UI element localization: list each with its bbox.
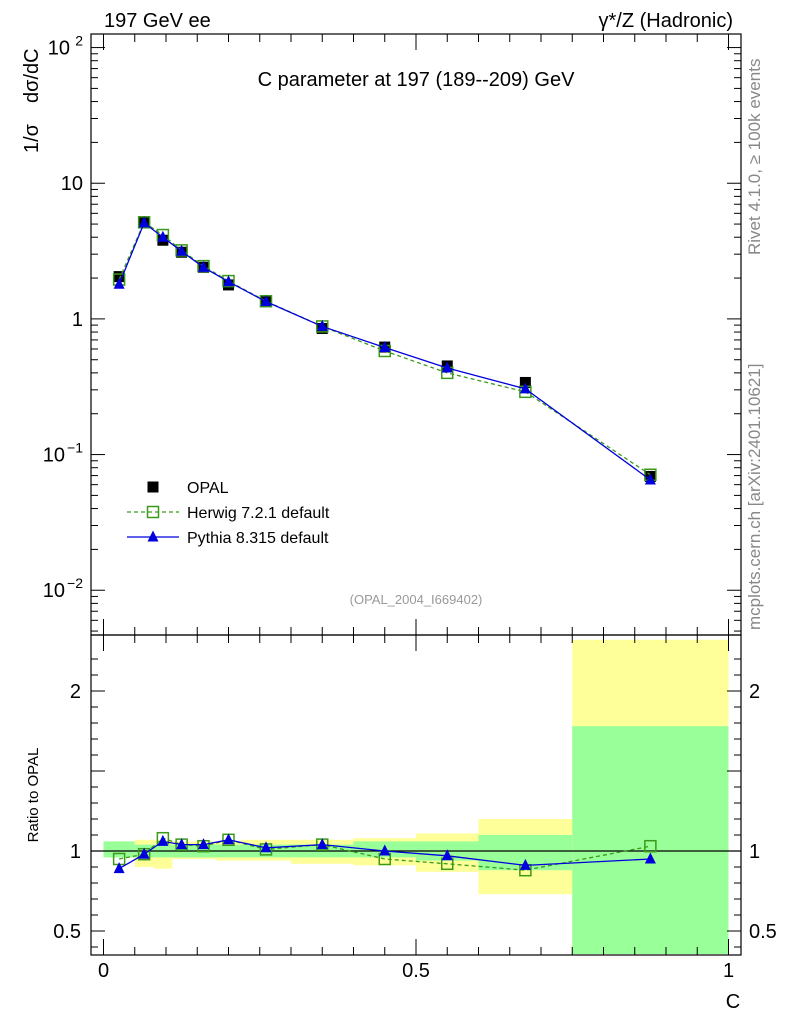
legend-marker bbox=[146, 505, 160, 519]
y-tick-label: 10 bbox=[43, 580, 65, 602]
ratio-point bbox=[176, 838, 188, 850]
band-stat bbox=[103, 841, 135, 858]
ratio-tick-label: 2 bbox=[70, 681, 81, 703]
data-point bbox=[260, 295, 272, 307]
x-tick-label: 1 bbox=[723, 960, 734, 982]
ratio-point bbox=[316, 838, 328, 850]
data-point bbox=[223, 275, 234, 287]
ratio-point bbox=[644, 852, 656, 864]
ratio-point bbox=[519, 858, 531, 870]
data-point bbox=[113, 277, 125, 289]
legend-marker bbox=[147, 481, 159, 493]
y-tick-label-exponent: 2 bbox=[75, 33, 83, 49]
series-line-1 bbox=[118, 221, 651, 476]
y-tick-label: 10 bbox=[61, 173, 83, 195]
legend: OPAL Herwig 7.2.1 default Pythia 8.315 def… bbox=[127, 480, 330, 547]
data-point bbox=[113, 271, 125, 283]
ratio-point bbox=[223, 833, 234, 845]
ratio-point bbox=[441, 849, 453, 861]
ratio-point bbox=[260, 841, 272, 853]
ratio-line-1 bbox=[119, 837, 651, 871]
ratio-series bbox=[112, 831, 657, 877]
legend-label: Herwig 7.2.1 default bbox=[187, 505, 330, 522]
ratio-point bbox=[644, 839, 657, 853]
y-tick-label-exponent: −1 bbox=[67, 440, 83, 456]
data-point bbox=[519, 382, 531, 394]
data-point bbox=[138, 216, 150, 228]
x-tick-label: 0.5 bbox=[402, 960, 430, 982]
data-point bbox=[198, 260, 209, 272]
ratio-tick-label-right: 2 bbox=[749, 681, 760, 703]
x-axis-label: C bbox=[726, 991, 740, 1013]
series-line-2 bbox=[118, 221, 651, 481]
rivet-version-label: Rivet 4.1.0, ≥ 100k events bbox=[745, 59, 764, 255]
chart-title: C parameter at 197 (189--209) GeV bbox=[258, 69, 575, 91]
header-left: 197 GeV ee bbox=[104, 10, 211, 32]
y-tick-label: 10 bbox=[43, 445, 65, 467]
y-tick-label: 1 bbox=[72, 309, 83, 331]
ratio-axis-label: Ratio to OPAL bbox=[25, 748, 42, 843]
y-axis-label-part2: dσ/dC bbox=[21, 48, 43, 103]
legend-marker bbox=[147, 530, 159, 542]
watermark: (OPAL_2004_I669402) bbox=[350, 592, 483, 607]
header-right: γ*/Z (Hadronic) bbox=[599, 10, 733, 32]
y-tick-label: 10 bbox=[48, 38, 70, 60]
data-point bbox=[441, 361, 453, 373]
ratio-point bbox=[379, 844, 391, 856]
y-tick-label-exponent: −2 bbox=[67, 575, 83, 591]
data-point bbox=[176, 244, 188, 256]
data-point bbox=[157, 230, 169, 242]
ratio-uncertainty-bands bbox=[91, 639, 741, 954]
ratio-tick-label-right: 0.5 bbox=[749, 921, 777, 943]
ratio-point bbox=[198, 838, 209, 850]
mcplots-label: mcplots.cern.ch [arXiv:2401.10621] bbox=[745, 364, 764, 630]
ratio-tick-label-right: 1 bbox=[749, 841, 760, 863]
ratio-point bbox=[138, 847, 150, 859]
x-tick-label: 0 bbox=[98, 960, 109, 982]
legend-label: OPAL bbox=[187, 480, 229, 497]
legend-label: Pythia 8.315 default bbox=[187, 530, 329, 547]
ratio-point bbox=[157, 834, 169, 846]
data-point bbox=[316, 319, 328, 331]
ratio-tick-label: 1 bbox=[70, 841, 81, 863]
data-point bbox=[379, 341, 391, 353]
y-axis-label-part1: 1/σ bbox=[21, 123, 43, 153]
main-series bbox=[112, 216, 657, 485]
data-point bbox=[644, 473, 656, 485]
ratio-point bbox=[113, 862, 125, 874]
ratio-tick-label: 0.5 bbox=[53, 921, 81, 943]
